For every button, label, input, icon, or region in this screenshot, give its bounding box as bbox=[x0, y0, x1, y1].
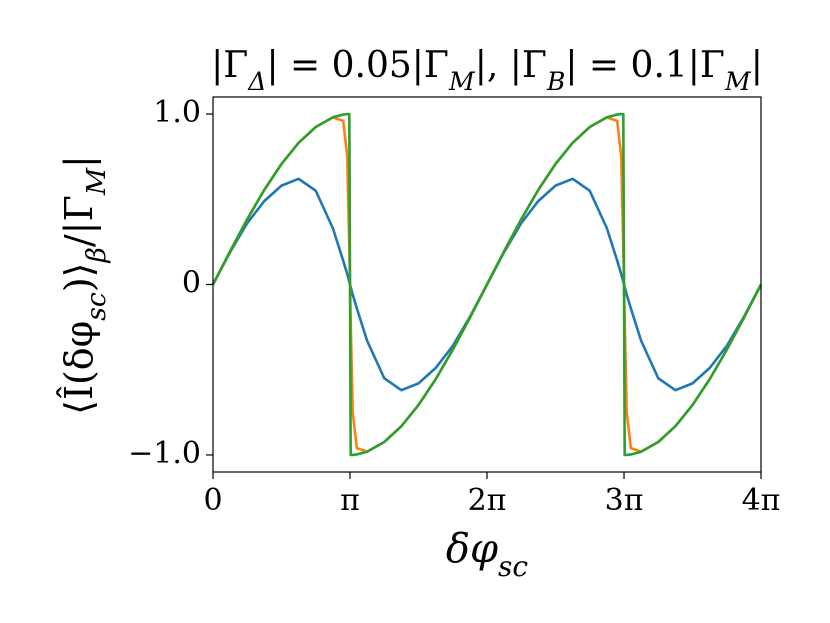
y-axis-label: ⟨Î(δφsc)⟩β/|ΓM| bbox=[57, 155, 112, 415]
y-tick-label: −1.0 bbox=[128, 436, 201, 471]
x-tick-label: 0 bbox=[203, 483, 222, 518]
line-series bbox=[211, 112, 763, 457]
x-tick-label: π bbox=[340, 483, 360, 518]
x-tick-label: 3π bbox=[605, 483, 644, 518]
chart-title: |ΓΔ| = 0.05|ΓM|, |ΓB| = 0.1|ΓM| bbox=[211, 45, 763, 96]
x-axis-label: δφsc bbox=[446, 526, 528, 583]
x-tick-label: 4π bbox=[742, 483, 781, 518]
plot-frame bbox=[212, 96, 762, 473]
x-tick-label: 2π bbox=[468, 483, 507, 518]
y-tick-label: 0 bbox=[182, 266, 201, 301]
y-tick-label: 1.0 bbox=[153, 95, 201, 130]
